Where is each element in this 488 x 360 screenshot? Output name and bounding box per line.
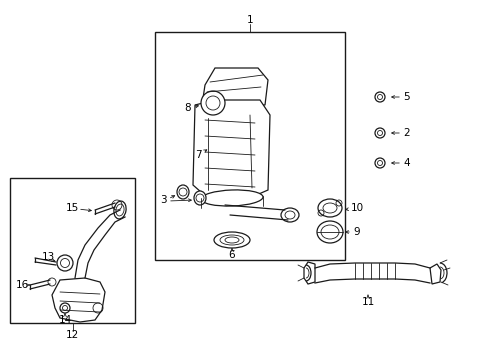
Text: 13: 13 xyxy=(41,252,55,262)
Ellipse shape xyxy=(214,232,249,248)
Text: 9: 9 xyxy=(353,227,360,237)
Ellipse shape xyxy=(281,208,298,222)
Text: 3: 3 xyxy=(160,195,166,205)
Text: 7: 7 xyxy=(194,150,201,160)
Polygon shape xyxy=(193,100,269,200)
Text: 10: 10 xyxy=(350,203,363,213)
Circle shape xyxy=(374,128,384,138)
Circle shape xyxy=(201,91,224,115)
Polygon shape xyxy=(429,264,440,284)
Circle shape xyxy=(60,303,70,313)
Text: 8: 8 xyxy=(184,103,191,113)
Text: 14: 14 xyxy=(58,315,71,325)
Ellipse shape xyxy=(316,221,342,243)
Ellipse shape xyxy=(57,255,73,271)
Text: 2: 2 xyxy=(403,128,409,138)
Text: 6: 6 xyxy=(228,250,235,260)
Circle shape xyxy=(374,92,384,102)
Ellipse shape xyxy=(114,201,126,219)
Bar xyxy=(10,178,135,323)
Text: 4: 4 xyxy=(403,158,409,168)
Text: 16: 16 xyxy=(15,280,29,290)
Bar xyxy=(155,32,345,260)
Polygon shape xyxy=(52,278,105,322)
Ellipse shape xyxy=(194,191,205,205)
Text: 5: 5 xyxy=(403,92,409,102)
Text: 12: 12 xyxy=(66,330,79,340)
Polygon shape xyxy=(304,262,314,284)
Circle shape xyxy=(374,158,384,168)
Text: 1: 1 xyxy=(246,15,253,25)
Polygon shape xyxy=(202,68,267,105)
Text: 11: 11 xyxy=(361,297,374,307)
Text: 15: 15 xyxy=(65,203,79,213)
Ellipse shape xyxy=(201,190,263,206)
Ellipse shape xyxy=(317,199,341,217)
Ellipse shape xyxy=(177,185,189,199)
